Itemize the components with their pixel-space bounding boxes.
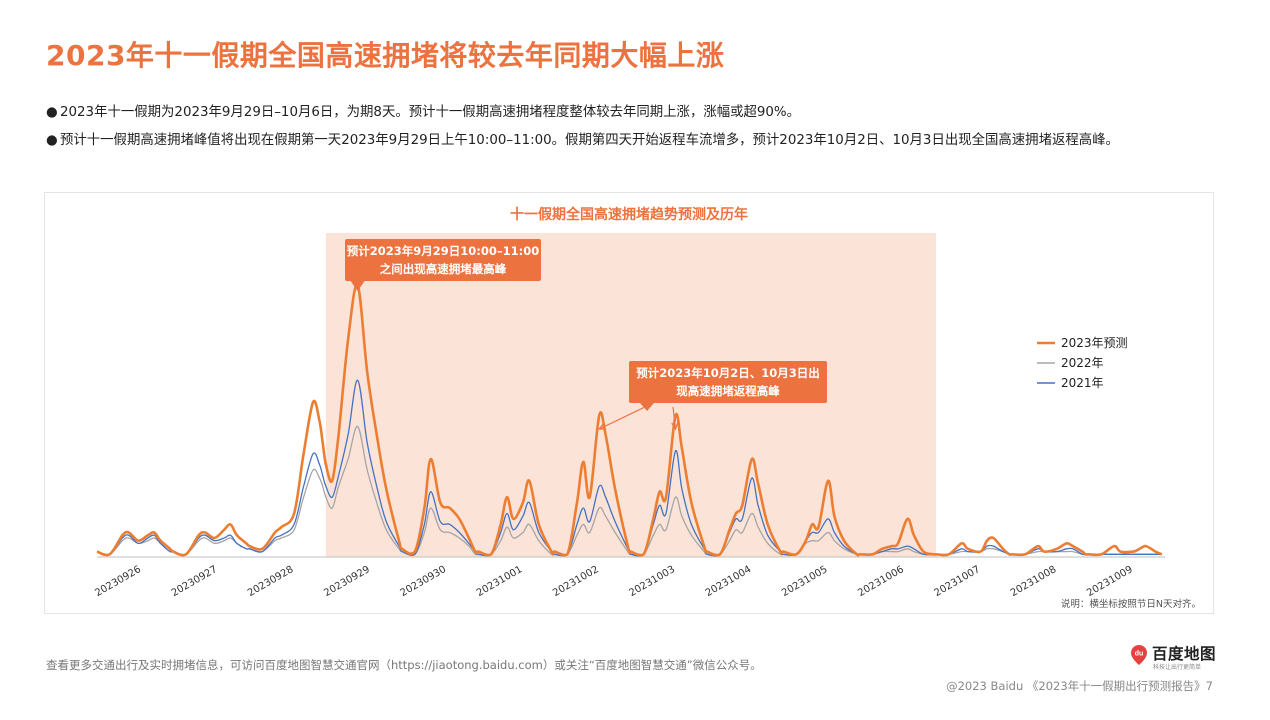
- x-tick-label: 20230929: [322, 564, 372, 599]
- legend-label: 2022年: [1061, 356, 1104, 370]
- x-tick-label: 20230928: [246, 564, 296, 599]
- x-tick-label: 20231002: [551, 564, 601, 599]
- logo-slogan: 科技让出行更简单: [1153, 664, 1202, 671]
- x-tick-label: 20231005: [780, 564, 830, 599]
- chart-note: 说明：横坐标按照节日N天对齐。: [1061, 598, 1201, 610]
- bullet-text: 2023年十一假期为2023年9月29日–10月6日，为期8天。预计十一假期高速…: [60, 105, 801, 120]
- legend-label: 2023年预测: [1061, 336, 1128, 350]
- callout-box: [629, 361, 827, 403]
- chart-frame: 十一假期全国高速拥堵趋势预测及历年 20230926 20230927 2023092…: [44, 192, 1214, 614]
- x-tick-label: 20230927: [170, 564, 220, 599]
- summary-bullets: ● 2023年十一假期为2023年9月29日–10月6日，为期8天。预计十一假期高…: [46, 104, 1226, 160]
- bullet-dot-icon: ●: [46, 133, 58, 148]
- copyright-text: @2023 Baidu 《2023年十一假期出行预测报告》7: [946, 679, 1213, 693]
- bullet-item: ● 2023年十一假期为2023年9月29日–10月6日，为期8天。预计十一假期高…: [46, 104, 1226, 122]
- bullet-dot-icon: ●: [46, 105, 58, 120]
- x-tick-label: 20231008: [1009, 564, 1059, 599]
- callout-text: 之间出现高速拥堵最高峰: [380, 262, 507, 276]
- x-tick-label: 20231007: [933, 564, 983, 599]
- x-tick-label: 20231001: [475, 564, 525, 599]
- baidu-maps-logo: du 百度地图 科技让出行更简单: [1124, 640, 1224, 674]
- logo-name: 百度地图: [1152, 645, 1217, 663]
- chart-title: 十一假期全国高速拥堵趋势预测及历年: [510, 206, 748, 223]
- footer-link-text: 查看更多交通出行及实时拥堵信息，可访问百度地图智慧交通官网（https://ji…: [46, 658, 762, 672]
- x-tick-label: 20231006: [856, 564, 906, 599]
- callout-text: 现高速拥堵返程高峰: [676, 384, 780, 398]
- x-tick-label: 20230930: [399, 564, 449, 599]
- callout-text: 预计2023年10月2日、10月3日出: [636, 366, 820, 380]
- x-tick-label: 20231003: [627, 564, 677, 599]
- arrowhead-icon: [671, 422, 679, 431]
- x-tick-label: 20231004: [704, 564, 754, 599]
- chart-svg: 十一假期全国高速拥堵趋势预测及历年 20230926 20230927 2023092…: [93, 206, 1201, 610]
- legend-label: 2021年: [1061, 376, 1104, 390]
- bullet-item: ● 预计十一假期高速拥堵峰值将出现在假期第一天2023年9月29日上午10:00–…: [46, 132, 1226, 150]
- x-tick-label: 20230926: [93, 564, 143, 599]
- map-pin-icon: du: [1131, 645, 1147, 665]
- callout-arrow: [672, 406, 677, 430]
- page-title: 2023年十一假期全国高速拥堵将较去年同期大幅上涨: [46, 39, 725, 72]
- x-tick-label: 20231009: [1085, 564, 1135, 599]
- callout-pointer: [350, 281, 365, 291]
- callout-arrow: [598, 406, 646, 430]
- series-line-2023: [96, 283, 1163, 557]
- callout-pointer: [640, 403, 654, 411]
- callout-text: 预计2023年9月29日10:00–11:00: [347, 244, 539, 258]
- svg-text:du: du: [1135, 651, 1144, 658]
- arrowhead-icon: [597, 423, 607, 430]
- callout-box: [345, 239, 541, 281]
- bullet-text: 预计十一假期高速拥堵峰值将出现在假期第一天2023年9月29日上午10:00–1…: [60, 133, 1119, 148]
